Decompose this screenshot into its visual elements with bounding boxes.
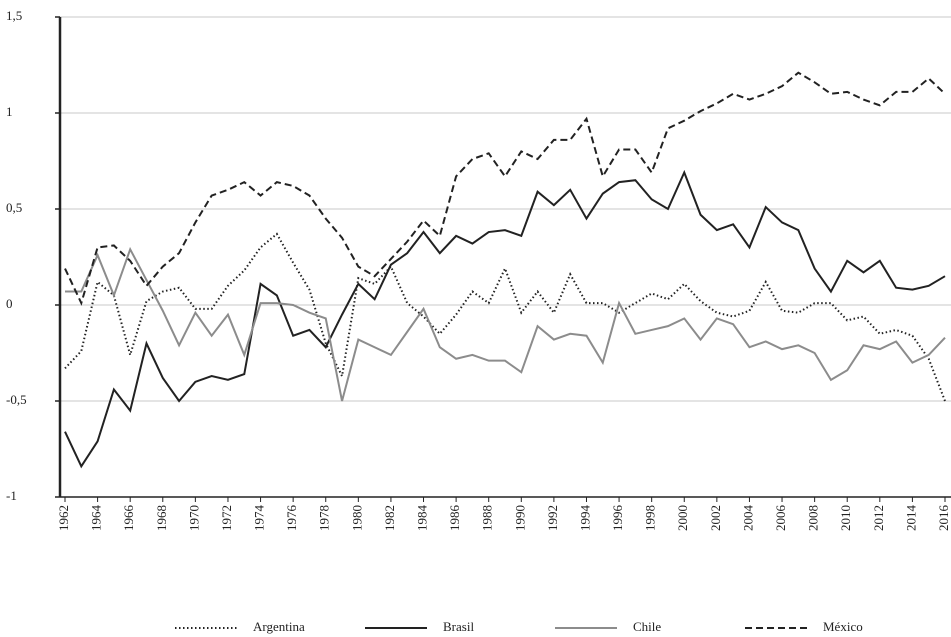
y-tick-label: -0,5 (6, 392, 27, 407)
x-tick-label: 1974 (252, 505, 267, 532)
x-tick-label: 2012 (871, 505, 886, 531)
x-tick-label: 2002 (708, 505, 723, 531)
legend-label: Chile (633, 619, 661, 634)
x-tick-label: 1964 (89, 505, 104, 532)
x-tick-label: 1962 (56, 505, 71, 531)
y-tick-label: -1 (6, 488, 17, 503)
x-tick-label: 1970 (186, 505, 201, 531)
legend-label: Brasil (443, 619, 474, 634)
x-tick-label: 2014 (903, 505, 918, 532)
x-tick-label: 2008 (806, 505, 821, 531)
x-tick-label: 1992 (545, 505, 560, 531)
x-tick-label: 1990 (512, 505, 527, 531)
series-line (64, 169, 946, 469)
series-line (64, 71, 946, 306)
x-tick-label: 2010 (838, 505, 853, 531)
x-tick-label: 1966 (121, 505, 136, 532)
x-tick-label: 1968 (154, 505, 169, 531)
x-tick-label: 1980 (349, 505, 364, 531)
series-line (65, 246, 946, 402)
x-tick-label: 1986 (447, 505, 462, 532)
series-line (64, 232, 946, 402)
legend-label: México (823, 619, 863, 634)
y-tick-label: 0,5 (6, 200, 22, 215)
x-tick-label: 1998 (643, 505, 658, 531)
y-tick-label: 1 (6, 104, 13, 119)
x-tick-label: 1984 (415, 505, 430, 532)
x-tick-label: 1996 (610, 505, 625, 532)
x-tick-label: 1982 (382, 505, 397, 531)
y-tick-label: 0 (6, 296, 13, 311)
x-tick-label: 1972 (219, 505, 234, 531)
x-tick-label: 1978 (317, 505, 332, 531)
x-tick-label: 1994 (577, 505, 592, 532)
y-tick-label: 1,5 (6, 8, 22, 23)
x-tick-label: 2004 (740, 505, 755, 532)
legend-label: Argentina (253, 619, 305, 634)
x-tick-label: 1988 (480, 505, 495, 531)
x-tick-label: 2000 (675, 505, 690, 531)
x-tick-label: 1976 (284, 505, 299, 532)
x-tick-label: 2006 (773, 505, 788, 532)
x-tick-label: 2016 (936, 505, 951, 532)
